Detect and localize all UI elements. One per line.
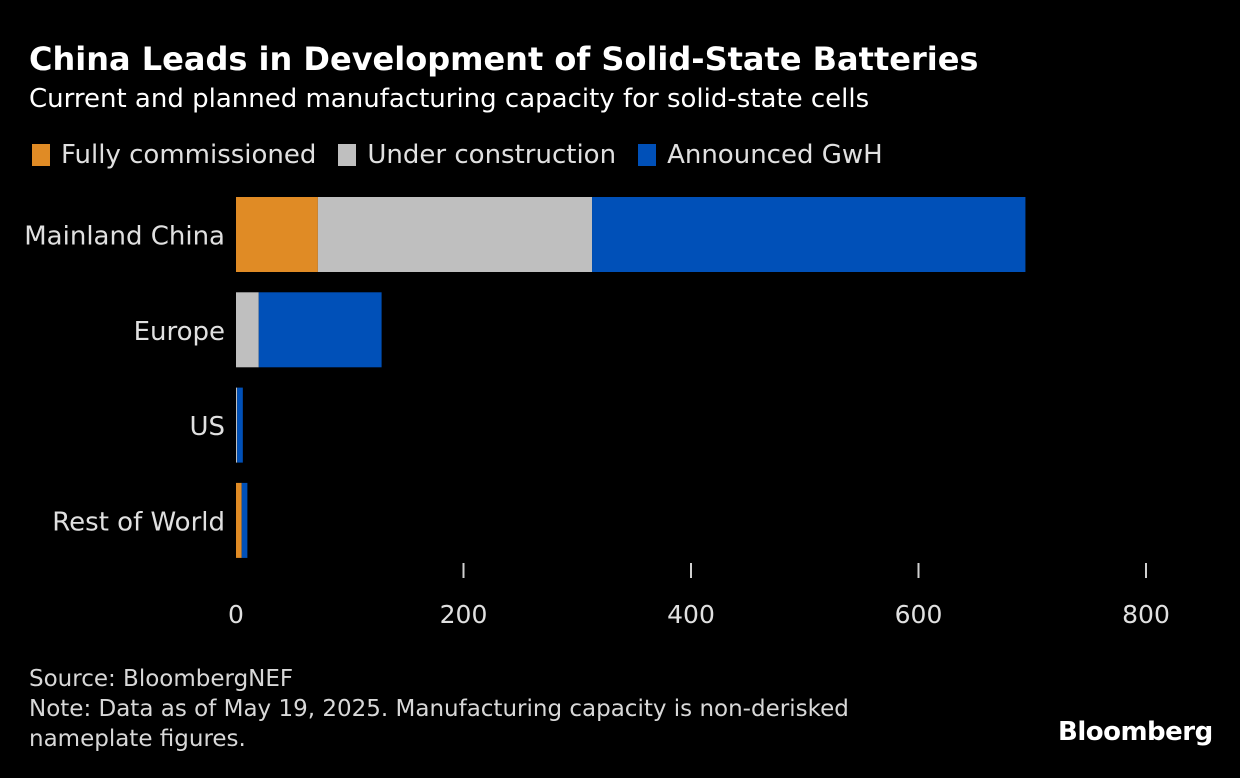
data-note-line-1: Note: Data as of May 19, 2025. Manufactu… (29, 696, 849, 722)
legend-swatch-fully-commissioned (32, 144, 50, 166)
bar-us-announced-gwh (237, 387, 243, 463)
bar-rest-of-world-announced-gwh (241, 482, 248, 558)
x-tick-label: 600 (895, 600, 943, 629)
bar-mainland-china-under-construction (317, 197, 593, 272)
legend-swatch-announced (638, 144, 657, 166)
legend-item-fully-commissioned: Fully commissioned (32, 140, 316, 170)
footer: Source: BloombergNEF Note: Data as of Ma… (29, 664, 849, 754)
legend-label: Fully commissioned (61, 140, 317, 170)
x-tick-label: 0 (228, 600, 244, 629)
bar-rest-of-world-fully-commissioned (236, 482, 242, 558)
x-tick-label: 200 (440, 600, 488, 629)
x-tick-label: 800 (1122, 600, 1170, 629)
source-note: Source: BloombergNEF (29, 666, 294, 692)
bar-us-under-construction (236, 387, 238, 463)
legend-label: Under construction (367, 140, 617, 170)
category-label-mainland-china: Mainland China (24, 222, 225, 252)
legend-item-under-construction: Under construction (338, 140, 616, 170)
x-tick-label: 400 (667, 600, 715, 629)
category-label-us: US (189, 412, 225, 442)
bar-europe-announced-gwh (258, 292, 382, 368)
bar-mainland-china-announced-gwh (592, 197, 1026, 272)
bar-mainland-china-fully-commissioned (236, 197, 318, 272)
category-label-rest-of-world: Rest of World (52, 507, 225, 537)
category-label-europe: Europe (134, 317, 225, 347)
legend: Fully commissioned Under construction An… (32, 140, 905, 170)
legend-label: Announced GwH (667, 140, 883, 170)
chart-title: China Leads in Development of Solid-Stat… (29, 40, 979, 78)
data-note-line-2: nameplate figures. (29, 726, 246, 752)
legend-swatch-under-construction (338, 144, 357, 166)
legend-item-announced: Announced GwH (638, 140, 883, 170)
bar-europe-under-construction (236, 292, 259, 368)
chart-subtitle: Current and planned manufacturing capaci… (29, 84, 870, 114)
bloomberg-logo: Bloomberg (1058, 717, 1213, 747)
bar-chart: Mainland China Europe US Rest of World 0 200 4… (24, 197, 1170, 629)
